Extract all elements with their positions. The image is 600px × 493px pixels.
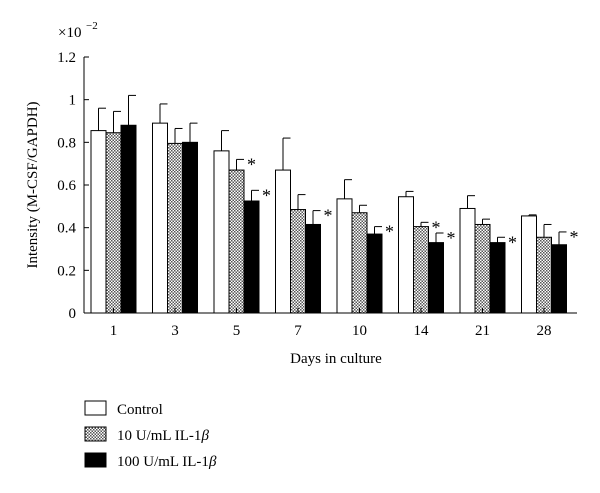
bar-28-s2 [551,244,567,314]
bar-5-s1 [228,169,245,314]
bar-3-s1 [167,142,183,314]
y-tick-label: 0.6 [57,178,76,194]
bar-1-s0 [90,130,107,314]
x-tick-label: 1 [110,323,118,339]
bar-10-s2 [366,233,383,314]
legend-label-100u: 100 U/mL IL-1β [117,454,217,470]
bar-5-s0 [213,150,230,314]
bar-7-s1 [290,209,306,314]
significance-star: * [385,222,394,242]
bar-10-s1 [351,212,368,314]
x-tick-label: 3 [171,323,179,339]
bar-14-s1 [413,226,429,314]
bar-14-s0 [398,196,414,314]
y-tick-label: 0.2 [57,263,76,279]
bar-10-s0 [336,198,353,314]
significance-star: * [570,227,579,247]
bar-21-s1 [474,223,491,314]
significance-star: * [447,228,456,248]
significance-star: * [247,154,256,174]
y-axis-ticks: 0 0.2 0.4 0.6 0.8 1 1.2 [57,50,89,322]
bar-7-s0 [275,169,291,314]
x-tick-label: 21 [475,323,490,339]
legend-label-control: Control [117,402,163,418]
y-tick-label: 0.4 [57,221,76,237]
legend-item-control: Control [84,400,163,418]
legend-swatch-control [84,400,107,416]
bar-21-s2 [489,242,506,314]
bar-3-s0 [152,122,168,314]
legend-item-100u: 100 U/mL IL-1β [84,452,217,470]
y-tick-label: 1.2 [57,50,76,66]
bar-28-s0 [521,215,537,314]
bar-14-s2 [428,242,444,314]
bar-21-s0 [459,207,476,314]
legend-swatch-100u [84,452,107,468]
bars-layer: * * * * * * * * [90,94,579,314]
y-scale-exponent: −2 [86,20,98,32]
y-tick-label: 0 [69,306,77,322]
legend-label-10u: 10 U/mL IL-1β [117,428,209,444]
x-tick-label: 5 [233,323,241,339]
bar-3-s2 [182,141,198,314]
x-tick-label: 14 [414,323,430,339]
x-tick-label: 7 [294,323,302,339]
x-axis-ticks: 1 3 5 7 10 14 21 28 [110,308,552,339]
y-scale-label: ×10 −2 [58,20,98,41]
significance-star: * [432,217,441,237]
x-tick-label: 10 [352,323,367,339]
y-scale-base: ×10 [58,25,81,41]
legend-swatch-10u [84,426,107,442]
bar-1-s2 [120,124,137,314]
y-axis-label: Intensity (M-CSF/GAPDH) [25,101,41,268]
bar-7-s2 [305,223,321,314]
significance-star: * [324,206,333,226]
y-tick-label: 1 [69,93,77,109]
significance-star: * [508,232,517,252]
x-tick-label: 28 [537,323,552,339]
bar-28-s1 [536,236,552,314]
bar-1-s1 [105,132,122,314]
bar-5-s2 [243,200,260,314]
x-axis-label: Days in culture [290,351,382,367]
significance-star: * [262,185,271,205]
legend: Control 10 U/mL IL-1β 100 U/mL IL-1β [84,400,217,470]
y-tick-label: 0.8 [57,135,76,151]
legend-item-10u: 10 U/mL IL-1β [84,426,209,444]
